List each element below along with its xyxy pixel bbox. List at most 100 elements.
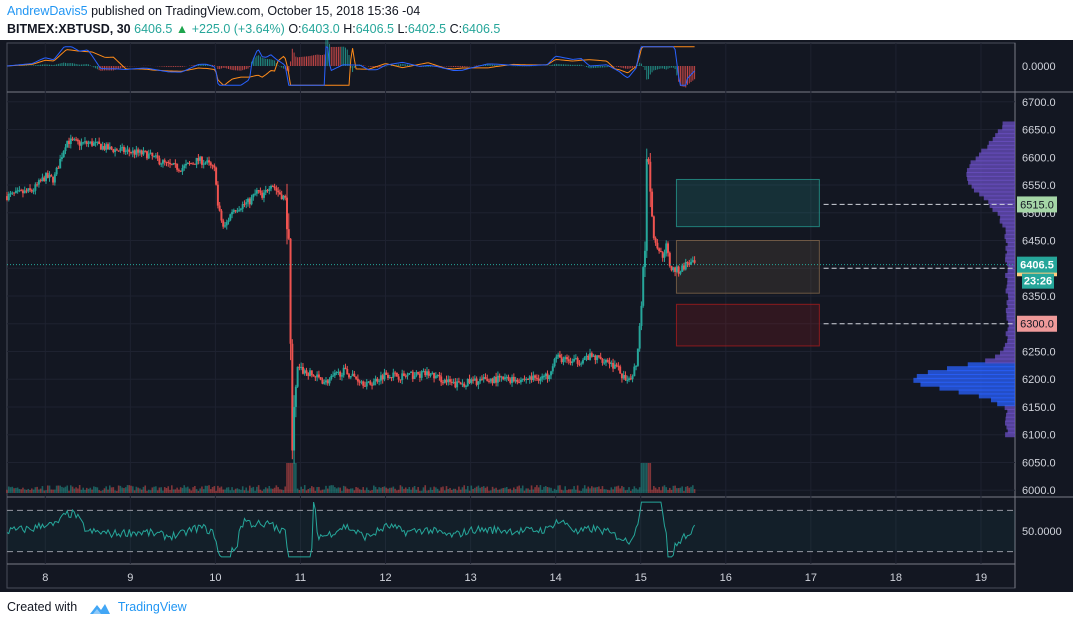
candle-body <box>255 190 258 194</box>
volume-bar <box>431 489 434 493</box>
candle-body <box>29 188 32 190</box>
candle-body <box>550 371 553 376</box>
volume-bar <box>651 489 653 493</box>
volume-profile-bar <box>1008 296 1015 302</box>
candle-body <box>631 376 634 380</box>
volume-bar <box>481 486 483 493</box>
candle-body <box>303 370 306 374</box>
volume-bar <box>553 488 556 493</box>
volume-profile-bar <box>983 195 1015 201</box>
volume-profile-bar <box>1007 276 1015 282</box>
volume-bar <box>45 490 47 493</box>
volume-bar <box>85 487 88 493</box>
volume-bar <box>7 486 10 493</box>
candle-body <box>270 185 273 189</box>
candle-body <box>64 147 67 152</box>
volume-bar <box>388 487 391 493</box>
candles <box>6 134 696 464</box>
volume-bar <box>410 489 412 493</box>
candle-body <box>231 212 234 215</box>
volume-bar <box>484 487 487 493</box>
candle-body <box>651 191 654 217</box>
volume-bar <box>32 489 35 493</box>
volume-profile-bar <box>1005 432 1015 438</box>
candle-body <box>601 358 604 363</box>
volume-bar <box>38 489 40 493</box>
volume-bar <box>273 487 276 493</box>
candle-body <box>69 138 72 145</box>
candle-body <box>580 363 583 365</box>
volume-bar <box>530 485 533 493</box>
volume-bar <box>174 489 177 493</box>
candle-body <box>101 146 104 150</box>
candle-body <box>542 376 545 378</box>
volume-bar <box>9 487 12 493</box>
candle-body <box>402 373 405 376</box>
time-tick-label: 8 <box>42 572 48 584</box>
volume-bar <box>62 487 65 493</box>
time-tick-label: 9 <box>127 572 133 584</box>
candle-body <box>48 175 51 178</box>
volume-profile-bar <box>1007 241 1015 247</box>
candle-body <box>521 378 524 380</box>
volume-bar <box>635 488 637 493</box>
volume-bar <box>162 490 164 493</box>
volume-bar <box>433 486 435 493</box>
volume-bar <box>195 489 198 493</box>
volume-profile-bar <box>1008 265 1015 271</box>
candle-body <box>457 381 460 383</box>
volume-bar <box>346 488 349 493</box>
candle-body <box>170 164 173 166</box>
candle-body <box>411 371 414 379</box>
low-label: L: <box>397 22 408 36</box>
volume-bar <box>287 463 290 493</box>
volume-bar <box>18 488 21 493</box>
price-level-tag <box>1017 196 1057 213</box>
candle-body <box>213 165 216 168</box>
candle-body <box>371 384 374 386</box>
candle-body <box>362 381 365 386</box>
candle-body <box>301 366 304 374</box>
candle-body <box>472 379 475 381</box>
tradingview-link[interactable]: TradingView <box>117 600 187 614</box>
volume-bar <box>279 489 281 493</box>
candle-body <box>344 367 347 370</box>
candle-body <box>452 381 455 383</box>
candle-body <box>330 375 333 379</box>
candle-body <box>659 251 662 253</box>
volume-bar <box>211 487 214 493</box>
volume-bar <box>124 487 127 493</box>
volume-bar <box>422 487 425 493</box>
volume-bar <box>362 487 365 493</box>
volume-bar <box>534 487 536 493</box>
price-chart[interactable]: 6000.0 6050.0 6100.0 6150.0 6200.0 6250.0 6300… <box>0 40 1073 592</box>
author-link[interactable]: AndrewDavis5 <box>7 4 88 18</box>
volume-profile-bar <box>968 179 1015 185</box>
volume-bar <box>472 488 474 493</box>
volume-bar <box>576 485 579 493</box>
volume-bar <box>199 488 201 493</box>
volume-profile-bar <box>989 203 1015 209</box>
volume-bar <box>642 463 645 493</box>
volume-bar <box>192 487 194 493</box>
volume-bar <box>548 487 551 493</box>
candle-body <box>656 242 659 249</box>
candle-body <box>236 210 239 212</box>
candle-body <box>576 358 579 364</box>
volume-bar <box>544 486 547 493</box>
candle-body <box>484 377 487 379</box>
volume-profile-bar <box>966 171 1015 177</box>
volume-bar <box>119 485 122 493</box>
volume-bar <box>59 485 61 493</box>
volume-bar <box>156 490 159 493</box>
candle-body <box>183 165 186 169</box>
candle-body <box>690 261 693 265</box>
candle-body <box>307 373 310 376</box>
volume-bar <box>272 488 274 493</box>
volume-bar <box>374 486 377 493</box>
candle-body <box>567 359 570 362</box>
volume-profile-bar <box>1005 253 1015 259</box>
candle-body <box>466 379 469 386</box>
candle-body <box>176 163 179 170</box>
volume-bar <box>454 488 457 493</box>
